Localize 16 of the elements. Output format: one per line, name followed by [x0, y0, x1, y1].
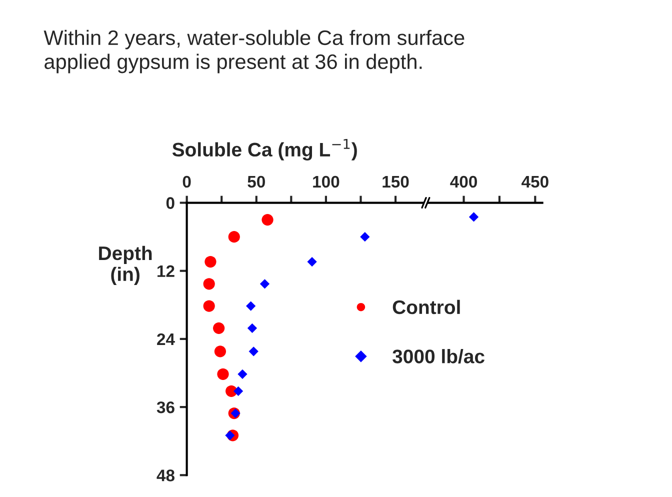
- y-tick-label: 48: [156, 470, 174, 482]
- x-tick-label: 150: [382, 176, 409, 188]
- y-tick-label: 36: [156, 401, 174, 414]
- y-tick-label: 12: [158, 265, 174, 277]
- x-tick-label: 100: [313, 176, 340, 188]
- x-tick-label: 400: [450, 176, 477, 188]
- x-tick-label: 50: [248, 176, 265, 188]
- x-tick-label: 450: [522, 176, 548, 188]
- y-axis-title: Depth (in): [99, 246, 152, 285]
- x-tick-label: 0: [182, 176, 191, 188]
- y-tick-label: 24: [157, 333, 175, 345]
- x-axis-title: Soluble Ca (mg L$^{−1}$): [172, 138, 357, 160]
- y-tick-label: 0: [166, 197, 174, 209]
- legend-label: 3000 lb/ac: [392, 349, 484, 364]
- chart-title: Within 2 years, water-soluble Ca from surface applied gypsum is present at 36 in depth.: [44, 30, 464, 74]
- legend-label: Control: [392, 300, 460, 314]
